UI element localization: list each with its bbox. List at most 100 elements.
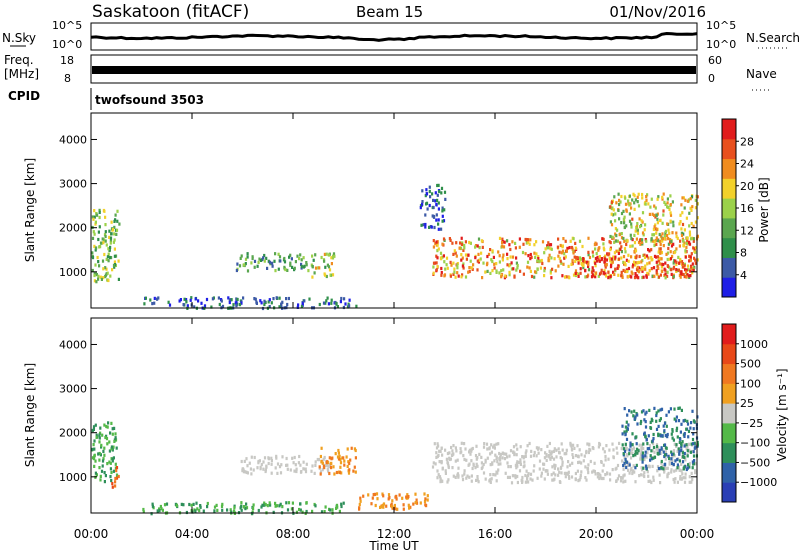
- heatmap-cell: [182, 303, 185, 307]
- heatmap-cell: [106, 271, 109, 275]
- heatmap-cell: [482, 462, 485, 467]
- noise-right-tick-top: 10^5: [706, 19, 736, 32]
- heatmap-cell: [549, 271, 552, 275]
- heatmap-cell: [268, 260, 271, 264]
- heatmap-cell: [290, 257, 293, 261]
- heatmap-cell: [628, 471, 631, 475]
- heatmap-cell: [645, 455, 648, 459]
- heatmap-cell: [600, 268, 603, 272]
- heatmap-cell: [641, 211, 645, 215]
- heatmap-cell: [655, 228, 658, 232]
- heatmap-cell: [330, 262, 333, 266]
- heatmap-cell: [678, 468, 681, 472]
- heatmap-cell: [672, 242, 675, 246]
- heatmap-cell: [524, 473, 527, 478]
- heatmap-cell: [638, 254, 641, 259]
- heatmap-cell: [489, 473, 492, 477]
- heatmap-cell: [394, 507, 397, 511]
- heatmap-cell: [507, 465, 510, 469]
- heatmap-cell: [102, 241, 105, 245]
- heatmap-cell: [574, 271, 577, 275]
- heatmap-cell: [694, 471, 697, 475]
- heatmap-cell: [551, 267, 554, 271]
- power-ylabel: Slant Range [km]: [23, 158, 37, 262]
- colorbar-tick-label: 28: [740, 135, 754, 148]
- heatmap-cell: [388, 496, 391, 500]
- heatmap-cell: [424, 497, 427, 501]
- heatmap-cell: [658, 418, 661, 423]
- heatmap-cell: [435, 240, 438, 244]
- heatmap-cell: [592, 269, 595, 273]
- heatmap-cell: [395, 497, 398, 501]
- heatmap-cell: [455, 254, 458, 258]
- heatmap-cell: [613, 240, 616, 244]
- heatmap-cell: [161, 508, 164, 512]
- heatmap-cell: [448, 456, 451, 460]
- heatmap-cell: [288, 255, 291, 259]
- heatmap-cell: [590, 270, 594, 274]
- heatmap-cell: [693, 265, 696, 269]
- heatmap-cell: [251, 255, 254, 259]
- heatmap-cell: [573, 255, 576, 259]
- heatmap-cell: [498, 457, 501, 461]
- heatmap-cell: [582, 263, 585, 267]
- heatmap-cell: [617, 192, 620, 196]
- heatmap-cell: [535, 454, 538, 458]
- heatmap-cell: [618, 198, 621, 202]
- heatmap-cell: [197, 299, 200, 303]
- heatmap-cell: [602, 246, 605, 250]
- heatmap-cell: [644, 454, 647, 458]
- heatmap-cell: [538, 459, 542, 463]
- heatmap-cell: [662, 192, 665, 196]
- heatmap-cell: [666, 432, 669, 437]
- heatmap-cell: [660, 466, 663, 470]
- heatmap-cell: [493, 443, 496, 447]
- heatmap-cell: [277, 252, 280, 256]
- heatmap-cell: [233, 509, 236, 513]
- heatmap-cell: [484, 477, 487, 481]
- heatmap-cell: [658, 247, 661, 251]
- heatmap-cell: [246, 255, 249, 259]
- heatmap-cell: [684, 458, 687, 462]
- heatmap-cell: [510, 267, 513, 271]
- heatmap-cell: [156, 297, 159, 301]
- heatmap-cell: [628, 463, 631, 467]
- heatmap-cell: [680, 270, 683, 274]
- heatmap-cell: [649, 458, 652, 462]
- heatmap-cell: [682, 453, 685, 457]
- heatmap-cell: [591, 470, 594, 474]
- heatmap-cell: [682, 466, 685, 470]
- heatmap-cell: [274, 269, 277, 273]
- heatmap-cell: [687, 463, 690, 467]
- heatmap-cell: [286, 508, 290, 512]
- heatmap-cell: [436, 249, 439, 253]
- heatmap-cell: [302, 256, 305, 260]
- heatmap-cell: [580, 453, 583, 457]
- heatmap-cell: [425, 192, 429, 196]
- heatmap-cell: [268, 305, 271, 309]
- heatmap-cell: [561, 463, 564, 467]
- heatmap-cell: [102, 276, 105, 280]
- heatmap-cell: [100, 443, 103, 447]
- heatmap-cell: [493, 266, 496, 270]
- heatmap-cell: [683, 206, 686, 210]
- heatmap-cell: [650, 449, 653, 453]
- heatmap-cell: [253, 259, 257, 263]
- heatmap-cell: [631, 447, 634, 452]
- heatmap-cell: [689, 450, 692, 454]
- heatmap-cell: [456, 472, 460, 476]
- heatmap-cell: [611, 468, 614, 472]
- heatmap-cell: [302, 460, 305, 464]
- heatmap-cell: [569, 239, 572, 243]
- heatmap-cell: [262, 256, 265, 260]
- heatmap-cell: [468, 462, 471, 466]
- heatmap-cell: [343, 297, 346, 301]
- velocity-colorbar-label: Velocity [m s⁻¹]: [775, 368, 789, 461]
- heatmap-cell: [686, 449, 689, 453]
- heatmap-cell: [670, 244, 674, 248]
- heatmap-cell: [641, 196, 644, 200]
- heatmap-cell: [580, 470, 583, 474]
- heatmap-cell: [240, 301, 243, 305]
